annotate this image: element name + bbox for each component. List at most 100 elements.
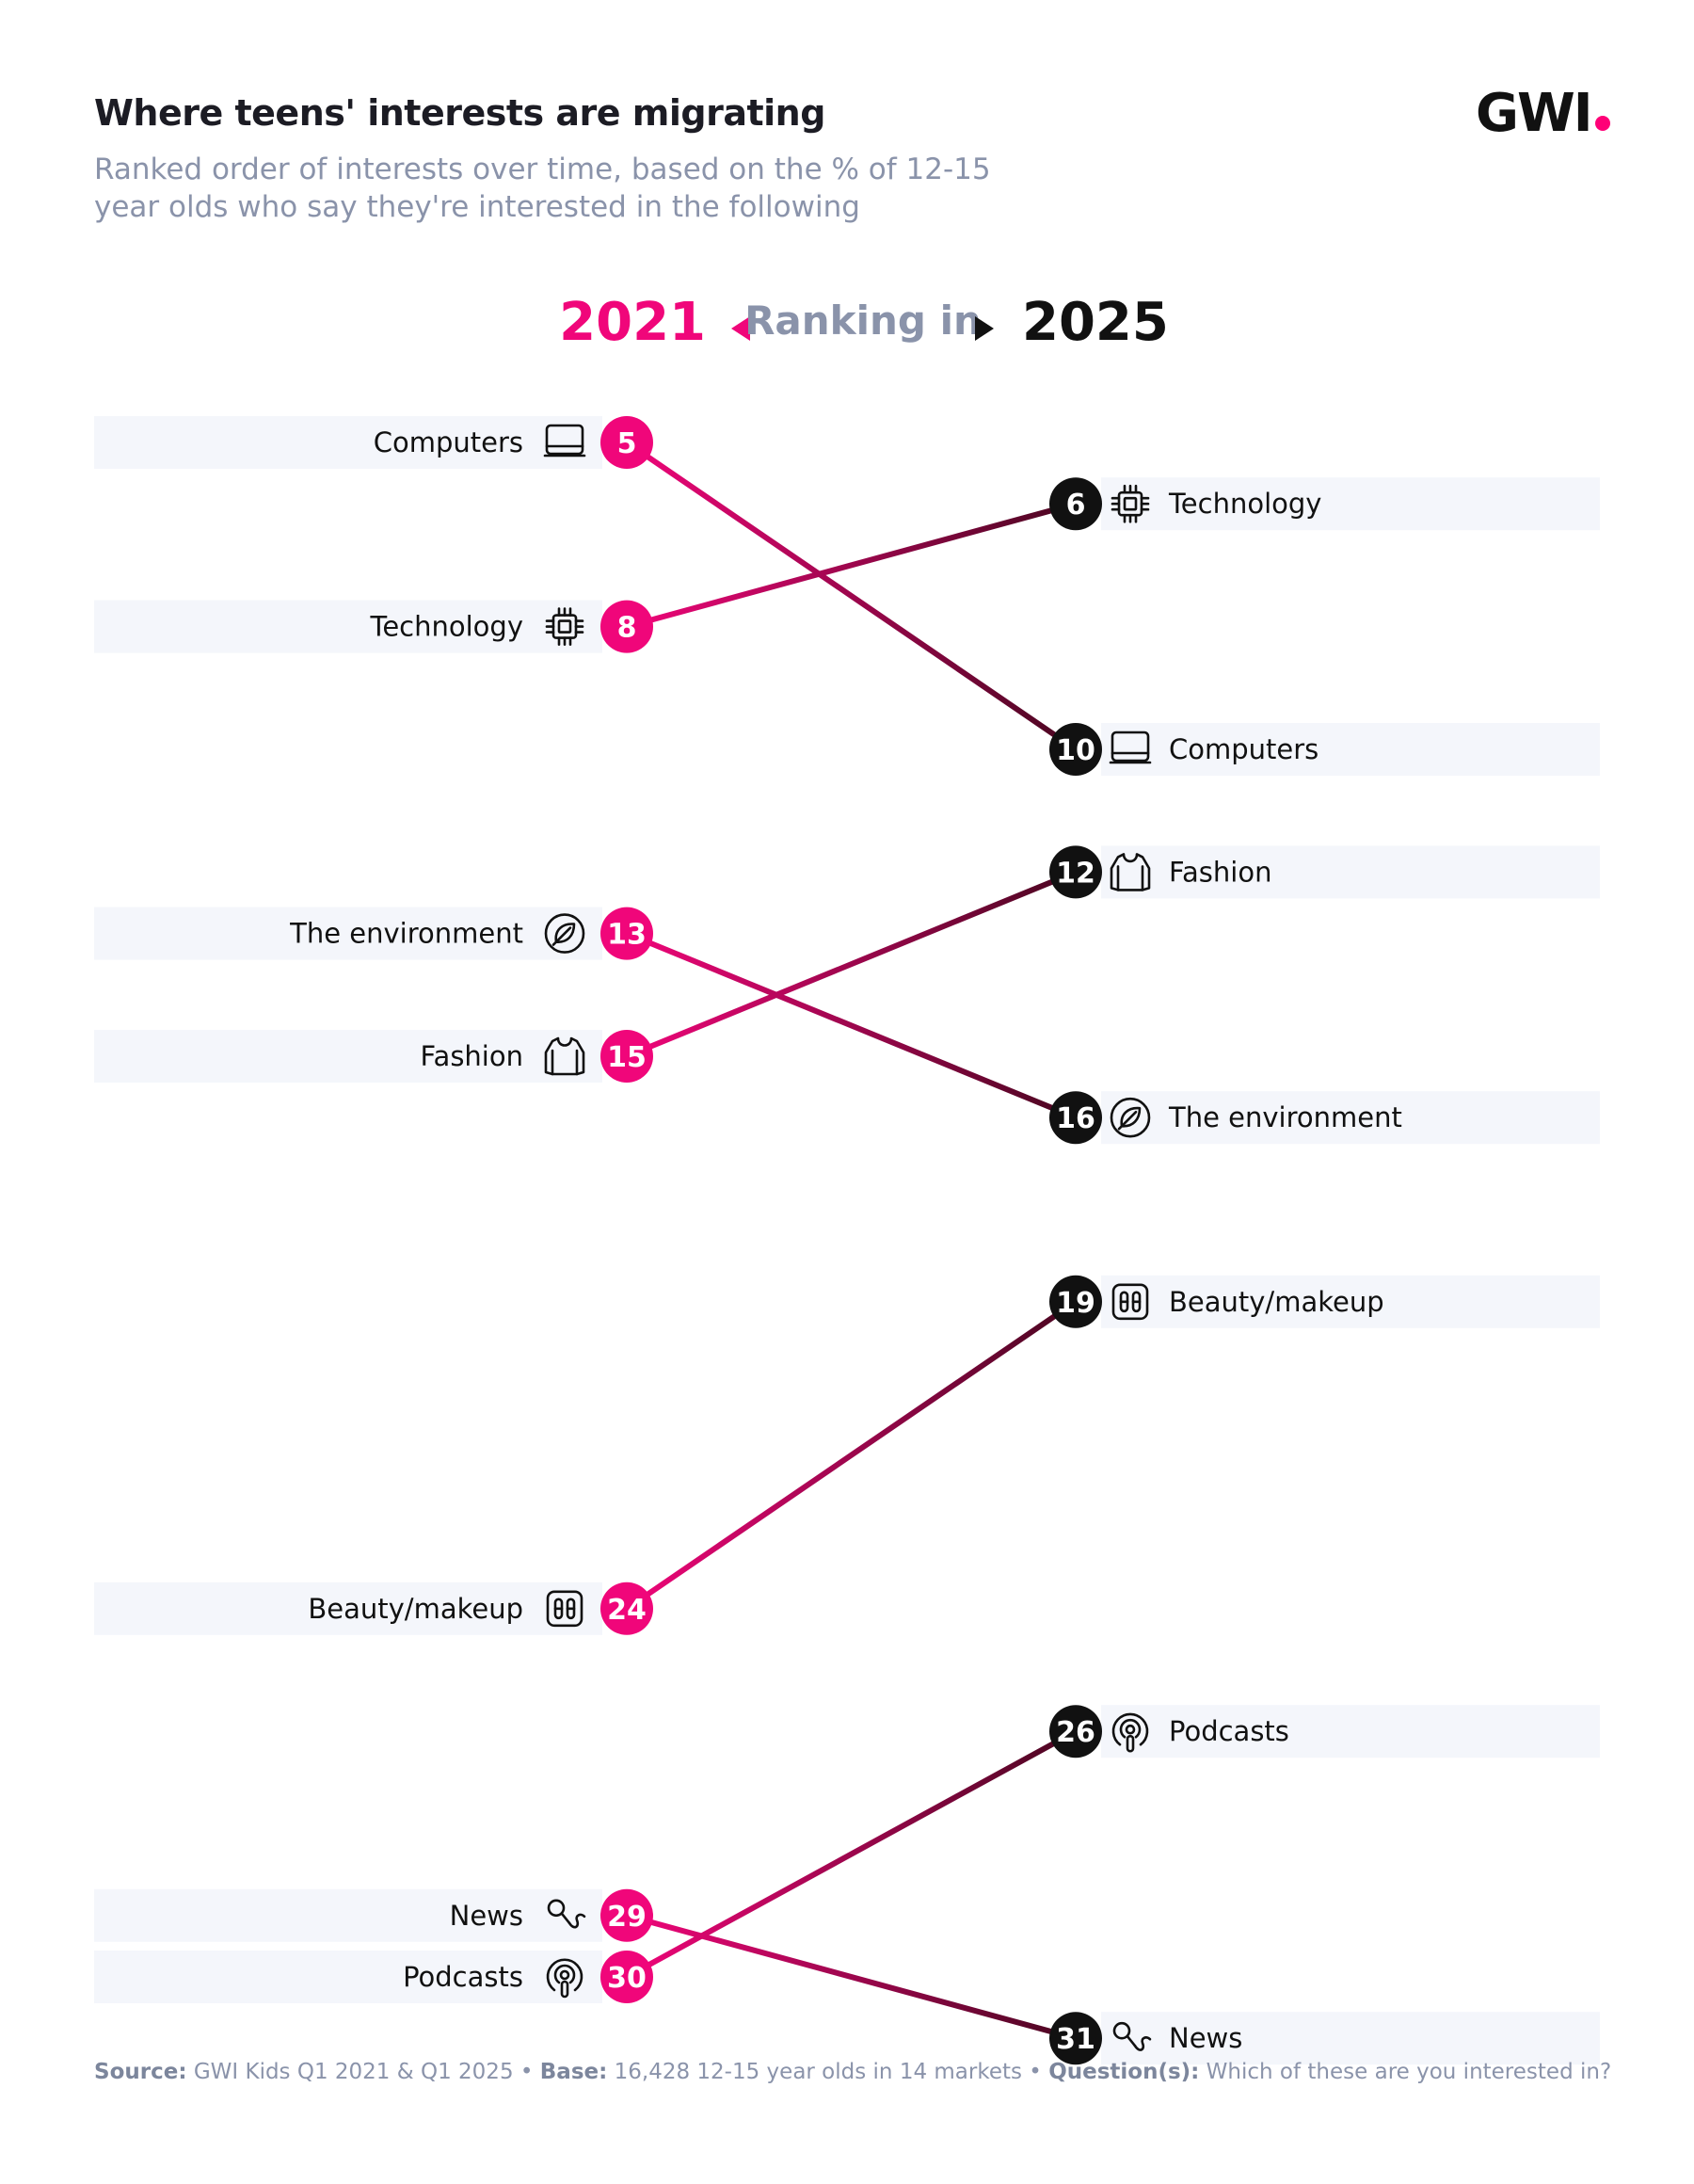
rank-value-2021-beauty-makeup: 24 <box>607 1594 647 1627</box>
rank-node-2021-podcasts <box>600 1951 653 2003</box>
rank-value-2021-fashion: 15 <box>607 1041 647 1074</box>
rank-node-2021-news <box>600 1888 653 1942</box>
label-2025-news: News <box>1169 2022 1242 2054</box>
source-label: Source: <box>94 2060 187 2084</box>
band-2025-news <box>1101 2012 1600 2065</box>
rank-node-2025-the-environment <box>1049 1091 1102 1145</box>
band-2021-news <box>94 1888 602 1942</box>
makeup-palette-icon <box>546 1590 583 1628</box>
label-2021-the-environment: The environment <box>289 918 523 950</box>
label-2025-technology: Technology <box>1168 488 1321 520</box>
band-2025-podcasts <box>1101 1705 1600 1758</box>
slope-technology <box>624 501 1079 630</box>
base-label: Base: <box>539 2060 608 2084</box>
rank-value-2021-the-environment: 13 <box>607 919 647 952</box>
triangle-left-icon <box>731 316 750 341</box>
base-text: 16,428 12-15 year olds in 14 markets • <box>607 2060 1049 2084</box>
band-2021-fashion <box>94 1030 602 1083</box>
microphone-icon <box>1112 2021 1152 2051</box>
label-2021-beauty-makeup: Beauty/makeup <box>308 1593 523 1625</box>
rank-value-2025-technology: 6 <box>1066 489 1086 522</box>
hoodie-icon <box>1110 853 1151 891</box>
slope-the-environment <box>624 930 1079 1121</box>
subtitle-line-2: year olds who say they're interested in … <box>94 190 860 224</box>
rank-node-2025-podcasts <box>1049 1705 1102 1758</box>
label-2021-news: News <box>450 1900 523 1932</box>
label-2025-fashion: Fashion <box>1169 856 1271 888</box>
chart-subtitle: Ranked order of interests over time, bas… <box>94 151 1016 226</box>
triangle-right-icon <box>975 316 994 341</box>
rank-value-2021-technology: 8 <box>617 612 637 645</box>
rank-node-2025-technology <box>1049 477 1102 531</box>
source-text: GWI Kids Q1 2021 & Q1 2025 • <box>186 2060 540 2084</box>
leaf-icon <box>544 913 585 954</box>
band-2025-beauty-makeup <box>1101 1275 1600 1328</box>
chart-title: Where teens' interests are migrating <box>94 92 825 134</box>
gwi-logo: GWI <box>1476 83 1610 144</box>
band-2025-fashion <box>1101 845 1600 899</box>
podcast-icon <box>546 1958 583 1999</box>
year-2021-label: 2021 <box>559 292 706 353</box>
band-2025-technology <box>1101 477 1600 531</box>
laptop-icon <box>1109 731 1152 764</box>
band-2025-computers <box>1101 723 1600 776</box>
rank-nodes: Computers Computers 5 10 Technology Technolog… <box>289 416 1402 2065</box>
makeup-palette-icon <box>1111 1283 1149 1321</box>
rank-node-2021-technology <box>600 600 653 653</box>
label-2025-the-environment: The environment <box>1168 1101 1402 1133</box>
rank-node-2021-computers <box>600 416 653 469</box>
slope-fashion <box>624 869 1079 1059</box>
slope-podcasts <box>624 1728 1079 1980</box>
slope-beauty-makeup <box>624 1298 1079 1612</box>
label-2021-computers: Computers <box>374 426 523 458</box>
laptop-icon <box>543 424 586 458</box>
rank-value-2021-computers: 5 <box>617 427 637 460</box>
rank-value-2025-computers: 10 <box>1056 734 1095 767</box>
rank-node-2021-fashion <box>600 1030 653 1083</box>
question-text: Which of these are you interested in? <box>1199 2060 1612 2084</box>
rank-value-2025-fashion: 12 <box>1056 857 1095 890</box>
slope-news <box>624 1912 1079 2042</box>
rank-axes <box>625 387 1078 2137</box>
label-2021-podcasts: Podcasts <box>403 1961 523 1993</box>
label-2021-technology: Technology <box>370 611 523 643</box>
question-label: Question(s): <box>1048 2060 1200 2084</box>
band-2021-technology <box>94 600 602 653</box>
source-footer: Source: GWI Kids Q1 2021 & Q1 2025 • Bas… <box>94 2060 1611 2084</box>
band-2025-the-environment <box>1101 1091 1600 1145</box>
rank-node-2021-the-environment <box>600 907 653 960</box>
rank-node-2025-fashion <box>1049 845 1102 899</box>
rank-node-2025-computers <box>1049 723 1102 776</box>
label-2025-computers: Computers <box>1169 733 1318 765</box>
label-2025-podcasts: Podcasts <box>1169 1715 1289 1747</box>
slope-lines <box>624 440 1079 2042</box>
rank-node-2025-beauty-makeup <box>1049 1275 1102 1328</box>
logo-text: GWI <box>1476 83 1593 144</box>
microphone-icon <box>547 1899 586 1929</box>
logo-dot-icon <box>1594 116 1610 131</box>
year-2025-label: 2025 <box>1022 292 1169 353</box>
chip-icon <box>545 607 584 646</box>
subtitle-line-1: Ranked order of interests over time, bas… <box>94 153 991 186</box>
label-2025-beauty-makeup: Beauty/makeup <box>1169 1286 1384 1318</box>
label-bands <box>94 416 1600 2065</box>
rank-node-2025-news <box>1049 2012 1102 2065</box>
rank-value-2025-beauty-makeup: 19 <box>1056 1287 1095 1320</box>
rank-value-2021-podcasts: 30 <box>607 1962 647 1995</box>
rank-value-2025-podcasts: 26 <box>1056 1716 1095 1749</box>
ranking-in-label: Ranking in <box>744 297 982 344</box>
label-2021-fashion: Fashion <box>421 1040 523 1072</box>
podcast-icon <box>1111 1712 1149 1753</box>
chip-icon <box>1111 484 1150 523</box>
rank-value-2021-news: 29 <box>607 1901 647 1934</box>
band-2021-computers <box>94 416 602 469</box>
band-2021-podcasts <box>94 1951 602 2003</box>
band-2021-the-environment <box>94 907 602 960</box>
rank-node-2021-beauty-makeup <box>600 1582 653 1635</box>
slope-computers <box>624 440 1079 752</box>
leaf-icon <box>1110 1097 1151 1138</box>
rank-value-2025-the-environment: 16 <box>1056 1102 1095 1135</box>
hoodie-icon <box>544 1036 585 1076</box>
band-2021-beauty-makeup <box>94 1582 602 1635</box>
